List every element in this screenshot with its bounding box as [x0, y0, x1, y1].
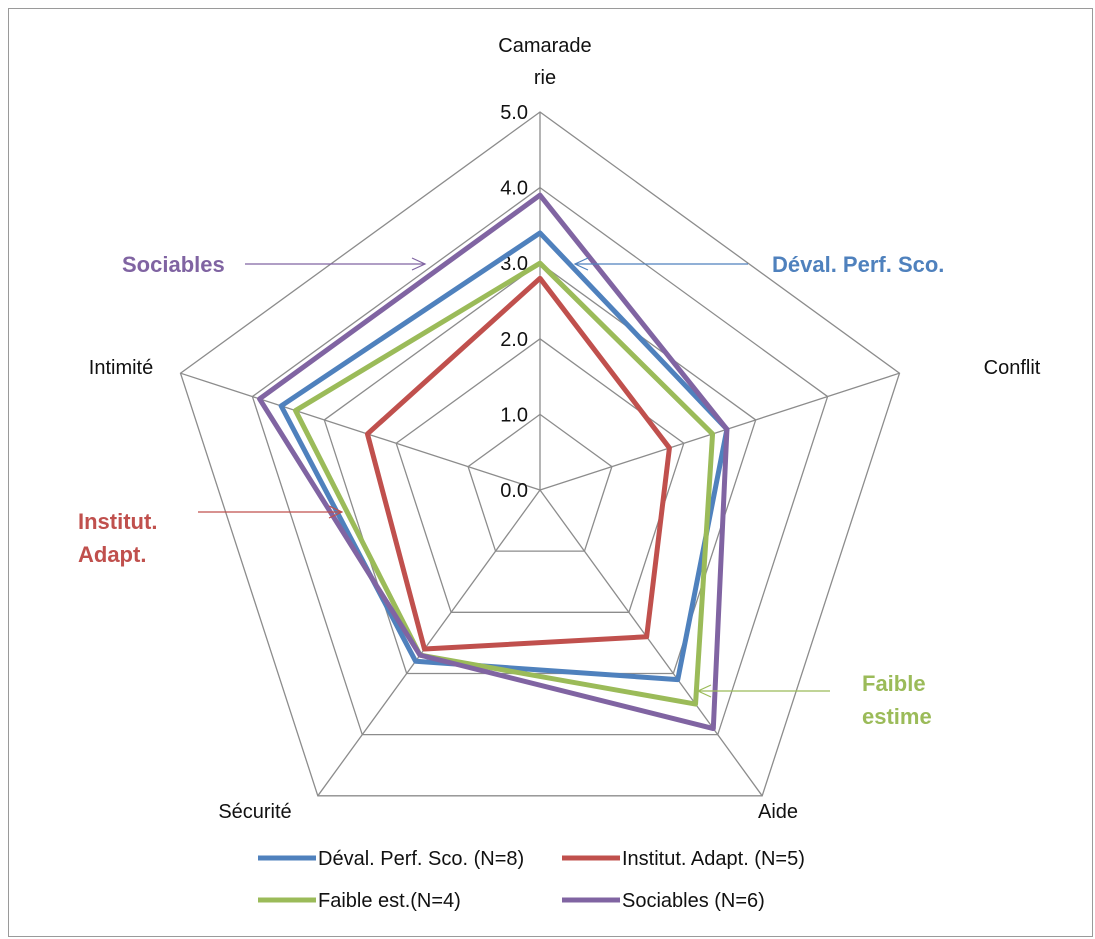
legend-label-2: Faible est.(N=4) — [318, 890, 461, 912]
annotation-label-2-line-0: Institut. — [78, 509, 157, 534]
grid-ring-4 — [251, 186, 829, 736]
grid-ring-3 — [323, 262, 757, 675]
grid-ring-2 — [395, 337, 685, 613]
annotation-arrow-head-0 — [411, 257, 427, 271]
series-line-1 — [364, 275, 672, 652]
annotations: Sociables Déval. Perf. Sco. Institut. Adapt… — [78, 252, 944, 729]
tick-label-1: 1.0 — [500, 404, 528, 426]
axis-labels: Camarade rie Conflit Aide Sécurité Intimité — [89, 35, 1041, 823]
tick-label-3: 3.0 — [500, 253, 528, 275]
legend: Déval. Perf. Sco. (N=8) Institut. Adapt. … — [258, 848, 805, 912]
series-line-3 — [257, 192, 730, 732]
annotation-label-3-line-0: Faible — [862, 671, 926, 696]
tick-labels: 0.0 1.0 2.0 3.0 4.0 5.0 — [500, 102, 528, 502]
spoke-4 — [180, 372, 541, 491]
tick-label-5: 5.0 — [500, 102, 528, 124]
legend-label-3: Sociables (N=6) — [622, 890, 765, 912]
series-group — [257, 192, 730, 732]
legend-label-0: Déval. Perf. Sco. (N=8) — [318, 848, 524, 870]
axis-label-3: Sécurité — [218, 801, 291, 823]
axis-label-4: Intimité — [89, 357, 153, 379]
annotation-label-0: Sociables — [122, 252, 225, 277]
annotation-arrow-head-3 — [696, 684, 712, 698]
tick-label-2: 2.0 — [500, 329, 528, 351]
series-line-0 — [278, 230, 730, 683]
annotation-label-3-line-1: estime — [862, 704, 932, 729]
tick-label-4: 4.0 — [500, 178, 528, 200]
axis-label-2: Aide — [758, 801, 798, 823]
spoke-3 — [317, 489, 541, 797]
series-line-2 — [293, 260, 716, 707]
axis-label-0-line-0: Camarade — [498, 35, 591, 57]
spoke-2 — [539, 489, 763, 797]
axis-label-0-line-1: rie — [534, 67, 556, 89]
annotation-label-1: Déval. Perf. Sco. — [772, 252, 944, 277]
annotation-label-2-line-1: Adapt. — [78, 542, 146, 567]
chart-frame — [8, 8, 1093, 937]
tick-label-0: 0.0 — [500, 480, 528, 502]
spoke-1 — [539, 372, 900, 491]
grid-ring-5 — [179, 111, 901, 797]
axis-label-1: Conflit — [984, 357, 1041, 379]
grid-ring-1 — [467, 413, 613, 552]
annotation-arrow-head-2 — [328, 505, 344, 519]
annotation-arrow-head-1 — [573, 257, 589, 271]
legend-label-1: Institut. Adapt. (N=5) — [622, 848, 805, 870]
radar-grid — [179, 111, 901, 797]
